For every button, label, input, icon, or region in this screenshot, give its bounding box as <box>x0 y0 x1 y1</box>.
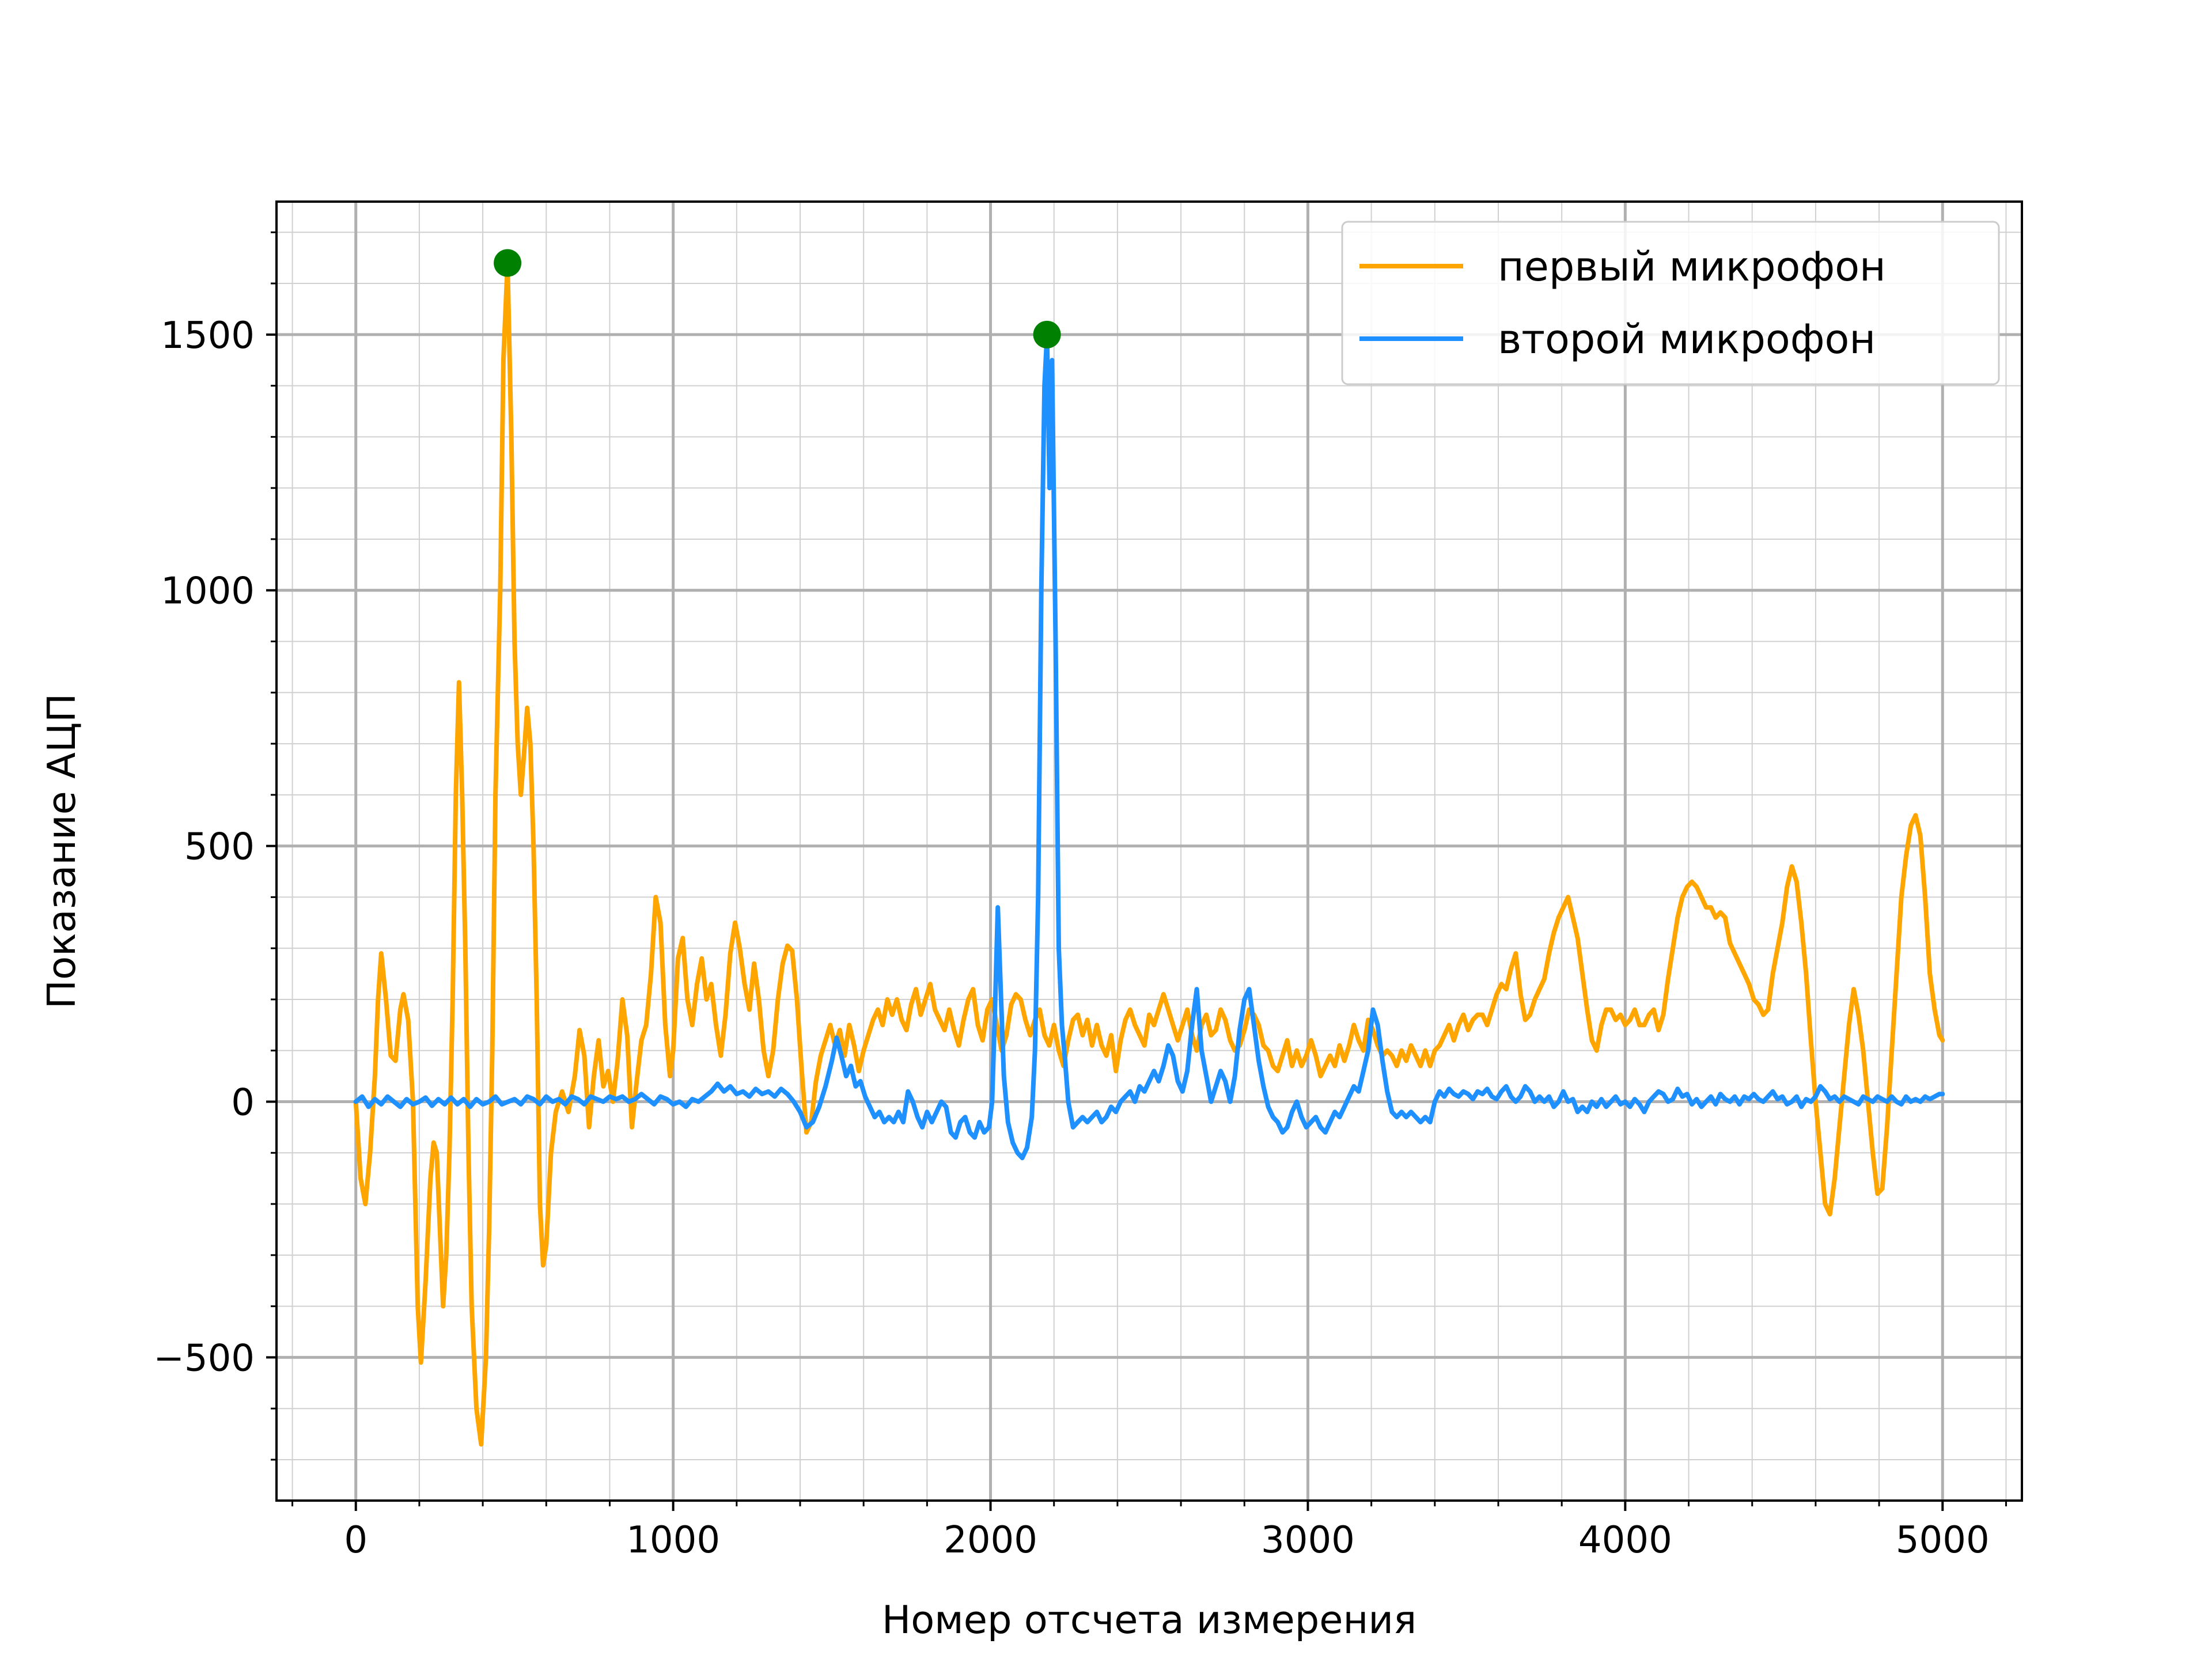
legend-label-series-2: второй микрофон <box>1498 316 1876 363</box>
series-line-2 <box>353 332 1945 1161</box>
y-tick-label: 500 <box>184 826 255 869</box>
x-axis-title: Номер отсчета измерения <box>882 1597 1416 1642</box>
x-tick-label: 0 <box>344 1519 368 1562</box>
legend-box <box>1341 221 2000 385</box>
x-tick-label: 4000 <box>1578 1519 1672 1562</box>
y-axis-ticks: −500 0 500 1000 1500 <box>153 231 276 1461</box>
y-tick-label: 1000 <box>161 570 255 613</box>
y-tick-label: −500 <box>153 1337 255 1380</box>
x-tick-label: 1000 <box>626 1519 720 1562</box>
legend-label-series-1: первый микрофон <box>1498 243 1886 290</box>
x-tick-label: 3000 <box>1261 1519 1355 1562</box>
peak-marker-1 <box>494 249 522 277</box>
y-axis-title: Показание АЦП <box>39 694 84 1009</box>
peak-marker-2 <box>1033 320 1061 349</box>
marker-layer <box>494 249 1061 349</box>
x-tick-label: 5000 <box>1896 1519 1990 1562</box>
plot-frame <box>275 200 2023 1502</box>
x-tick-label: 2000 <box>944 1519 1037 1562</box>
y-tick-label: 1500 <box>161 315 255 357</box>
series-layer <box>353 260 1945 1447</box>
y-tick-label: 0 <box>231 1082 255 1124</box>
legend: первый микрофон второй микрофон <box>1341 221 2000 385</box>
x-axis-ticks: 0 1000 2000 3000 4000 5000 <box>291 1501 2007 1562</box>
series-line-1 <box>353 260 1945 1447</box>
